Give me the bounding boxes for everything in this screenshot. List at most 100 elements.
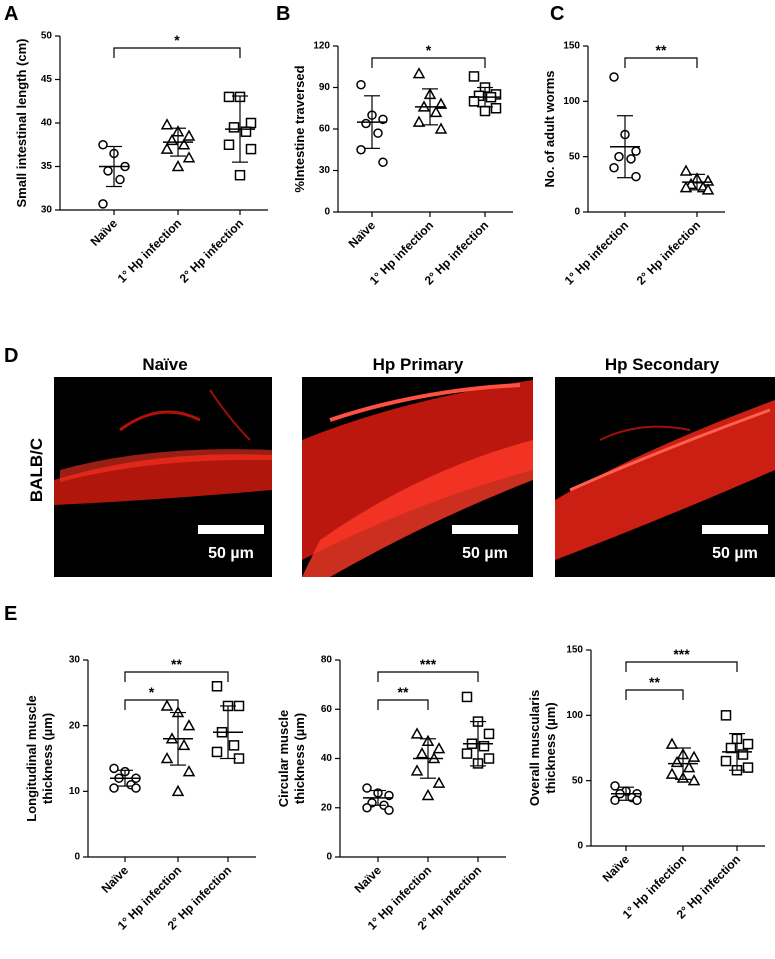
panel-letter: D bbox=[4, 345, 18, 367]
data-point bbox=[610, 781, 620, 791]
data-point bbox=[228, 740, 240, 751]
y-tick-label: 60 bbox=[321, 704, 333, 715]
data-point bbox=[109, 783, 119, 793]
significance-bracket bbox=[124, 699, 179, 710]
data-point bbox=[626, 154, 636, 164]
chart: 30 35 40 45 50 Small intestinal length (cm) Na… bbox=[14, 31, 268, 286]
data-point bbox=[461, 748, 473, 759]
y-tick-label: 60 bbox=[319, 124, 331, 135]
data-point bbox=[421, 788, 435, 801]
data-point bbox=[701, 183, 715, 195]
data-point bbox=[240, 126, 252, 137]
data-point bbox=[415, 747, 429, 759]
panel-letter: B bbox=[276, 3, 290, 25]
data-point bbox=[682, 761, 696, 773]
x-tick-label: Naïve bbox=[600, 852, 633, 885]
y-tick-label: 100 bbox=[563, 96, 580, 107]
y-axis-label: Overall muscularis bbox=[527, 690, 542, 806]
data-point bbox=[742, 738, 754, 750]
data-point bbox=[356, 79, 366, 90]
x-tick-label: 2° Hp infection bbox=[177, 216, 246, 285]
significance-bracket bbox=[625, 689, 684, 700]
significance-bracket bbox=[624, 57, 698, 68]
y-tick-label: 0 bbox=[577, 841, 583, 852]
data-point bbox=[115, 174, 125, 185]
data-point bbox=[725, 742, 737, 754]
y-tick-label: 45 bbox=[41, 74, 53, 85]
y-tick-label: 0 bbox=[324, 207, 330, 218]
data-point bbox=[182, 151, 196, 163]
y-tick-label: 50 bbox=[41, 31, 53, 42]
y-axis-label: Circular muscle bbox=[276, 710, 291, 808]
data-point bbox=[103, 166, 113, 176]
micrograph: 50 µm bbox=[54, 377, 272, 577]
data-point bbox=[610, 795, 620, 806]
data-point bbox=[468, 71, 480, 82]
y-axis-label: thickness (µm) bbox=[40, 713, 55, 804]
data-point bbox=[614, 151, 624, 162]
data-point bbox=[378, 157, 388, 167]
data-point bbox=[171, 159, 185, 172]
y-axis-label: Longitudinal muscle bbox=[24, 695, 39, 821]
panel-letter: E bbox=[4, 603, 17, 625]
chart: 0 50 100 150 Overall muscularis thickness (µm… bbox=[527, 645, 765, 922]
y-tick-label: 0 bbox=[574, 207, 580, 218]
data-point bbox=[223, 139, 235, 150]
y-axis-label: %Intestine traversed bbox=[292, 65, 307, 192]
x-tick-label: Naïve bbox=[99, 863, 132, 896]
y-axis-label: thickness (µm) bbox=[292, 713, 307, 804]
panel-letter: A bbox=[4, 3, 18, 25]
significance-label: *** bbox=[420, 656, 437, 672]
data-point bbox=[720, 710, 732, 721]
data-point bbox=[665, 737, 679, 749]
data-point bbox=[171, 784, 185, 797]
data-point bbox=[356, 145, 366, 155]
data-point bbox=[410, 727, 424, 739]
y-tick-label: 20 bbox=[69, 720, 81, 731]
data-point bbox=[631, 146, 641, 156]
y-tick-label: 90 bbox=[319, 82, 331, 93]
significance-label: *** bbox=[673, 646, 690, 662]
y-axis-label: Small intestinal length (cm) bbox=[14, 38, 29, 207]
micrograph: 50 µm bbox=[555, 377, 775, 577]
y-tick-label: 30 bbox=[319, 165, 331, 176]
y-tick-label: 40 bbox=[321, 753, 333, 764]
data-point bbox=[131, 783, 141, 793]
y-tick-label: 30 bbox=[69, 655, 81, 666]
y-axis-label: No. of adult worms bbox=[542, 71, 557, 188]
data-point bbox=[429, 105, 443, 118]
y-tick-label: 120 bbox=[313, 41, 330, 52]
image-title: Naïve bbox=[142, 355, 187, 374]
data-point bbox=[483, 753, 495, 764]
x-tick-label: 2° Hp infection bbox=[634, 218, 703, 287]
data-point bbox=[609, 72, 619, 82]
data-point bbox=[160, 118, 174, 130]
data-point bbox=[461, 691, 473, 703]
data-point bbox=[432, 742, 446, 754]
significance-label: * bbox=[426, 42, 432, 58]
y-tick-label: 150 bbox=[563, 41, 580, 52]
data-point bbox=[109, 763, 119, 774]
y-axis-label: thickness (µm) bbox=[543, 702, 558, 793]
significance-label: * bbox=[149, 684, 155, 700]
y-tick-label: 0 bbox=[74, 852, 80, 863]
y-tick-label: 20 bbox=[321, 802, 333, 813]
data-point bbox=[160, 751, 174, 764]
data-point bbox=[177, 738, 191, 751]
data-point bbox=[434, 97, 448, 109]
data-point bbox=[490, 103, 502, 114]
x-tick-label: Naïve bbox=[88, 216, 121, 249]
data-point bbox=[665, 767, 679, 779]
data-point bbox=[410, 764, 424, 776]
data-point bbox=[412, 115, 426, 127]
data-point bbox=[362, 803, 372, 813]
data-point bbox=[177, 138, 191, 150]
micrograph: 50 µm bbox=[302, 377, 533, 577]
data-point bbox=[234, 169, 246, 181]
y-tick-label: 100 bbox=[566, 710, 583, 721]
chart: 0 10 20 30 Longitudinal muscle thickness (µm)… bbox=[24, 655, 256, 933]
data-point bbox=[679, 181, 693, 193]
y-tick-label: 0 bbox=[326, 852, 332, 863]
data-point bbox=[373, 128, 383, 138]
